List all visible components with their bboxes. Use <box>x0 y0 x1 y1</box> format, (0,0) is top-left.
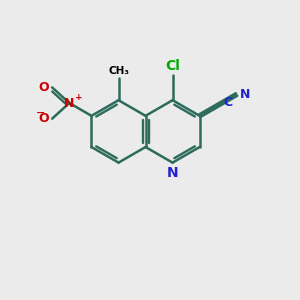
Text: Cl: Cl <box>165 59 180 73</box>
Text: O: O <box>38 81 49 94</box>
Text: −: − <box>36 108 45 118</box>
Text: +: + <box>75 93 82 102</box>
Text: N: N <box>64 97 74 110</box>
Text: C: C <box>224 96 233 109</box>
Text: O: O <box>38 112 49 125</box>
Text: N: N <box>167 166 178 180</box>
Text: CH₃: CH₃ <box>108 66 129 76</box>
Text: N: N <box>240 88 250 101</box>
